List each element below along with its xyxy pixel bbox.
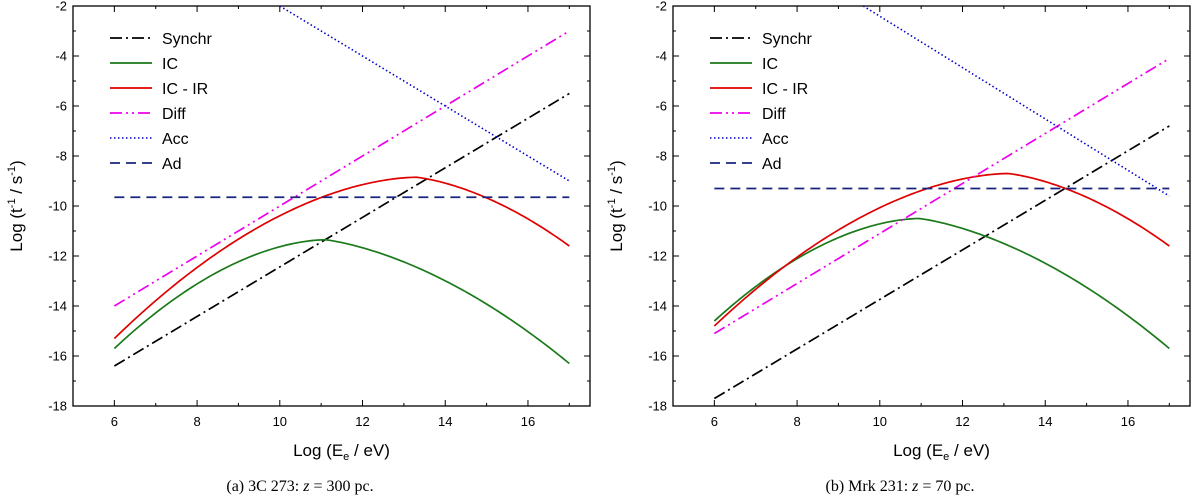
legend-label: Ad (762, 156, 782, 173)
y-tick-label: -4 (55, 49, 67, 64)
legend-label: IC - IR (762, 81, 808, 98)
y-axis-title: Log (t-1 / s-1) (606, 160, 626, 251)
series-diff (713, 57, 1170, 335)
chart-panel-b: 6 8 10 12 14 16 -2 -4 -6 -8 -10 -12 -14 -16 -18 Log (Ee… (606, 0, 1191, 495)
x-tick-label: 6 (711, 414, 718, 429)
series-diff (113, 30, 570, 307)
x-tick-label: 10 (273, 414, 287, 429)
y-tick-label: -10 (48, 199, 67, 214)
x-tick-label: 6 (111, 414, 118, 429)
series-synchr (713, 125, 1170, 400)
y-tick-label: -6 (55, 99, 67, 114)
chart-panel-a: 6 8 10 12 14 16 -2 -4 -6 -8 -10 -12 -14 -16 -18 Log (Ee… (6, 0, 591, 495)
x-axis-title: Log (Ee / eV) (293, 441, 390, 463)
legend-label: IC - IR (162, 81, 208, 98)
y-axis-title: Log (t-1 / s-1) (6, 160, 26, 251)
y-tick-label: -18 (648, 399, 667, 414)
legend-label: IC (162, 56, 178, 73)
y-tick-label: -16 (648, 349, 667, 364)
series-acc (279, 6, 570, 182)
x-tick-label: 8 (193, 414, 200, 429)
y-tick-label: -10 (648, 199, 667, 214)
series-ic-ir (713, 172, 1170, 327)
y-tick-label: -16 (48, 349, 67, 364)
x-tick-label: 16 (521, 414, 535, 429)
y-tick-label: -18 (48, 399, 67, 414)
figure-caption: (a) 3C 273: z = 300 pc. (226, 478, 373, 495)
x-axis-title: Log (Ee / eV) (893, 441, 990, 463)
series-ic (113, 238, 570, 365)
y-tick-label: -4 (655, 49, 667, 64)
y-tick-label: -6 (655, 99, 667, 114)
series-group (113, 6, 570, 367)
legend-label: Synchr (762, 31, 812, 48)
y-tick-label: -14 (648, 299, 667, 314)
plot-frame (672, 5, 1191, 407)
x-tick-label: 14 (1038, 414, 1052, 429)
y-tick-label: -12 (648, 249, 667, 264)
x-tick-label: 16 (1121, 414, 1135, 429)
y-tick-label: -2 (655, 0, 667, 14)
y-tick-label: -2 (55, 0, 67, 14)
x-tick-label: 10 (873, 414, 887, 429)
series-group (713, 6, 1170, 400)
legend-label: Diff (162, 106, 186, 123)
y-tick-label: -12 (48, 249, 67, 264)
x-tick-label: 8 (793, 414, 800, 429)
y-tick-label: -8 (655, 149, 667, 164)
series-ic (713, 217, 1170, 350)
figure-caption: (b) Mrk 231: z = 70 pc. (825, 478, 974, 495)
series-acc (862, 6, 1170, 197)
legend-label: Ad (162, 156, 182, 173)
legend-label: IC (762, 56, 778, 73)
legend-label: Acc (762, 131, 789, 148)
y-tick-label: -8 (55, 149, 67, 164)
legend-label: Diff (762, 106, 786, 123)
series-ic-ir (113, 176, 570, 340)
legend-label: Synchr (162, 31, 212, 48)
y-tick-label: -14 (48, 299, 67, 314)
legend-label: Acc (162, 131, 189, 148)
series-synchr (113, 92, 570, 367)
x-tick-label: 14 (438, 414, 452, 429)
x-tick-label: 12 (355, 414, 369, 429)
x-tick-label: 12 (955, 414, 969, 429)
